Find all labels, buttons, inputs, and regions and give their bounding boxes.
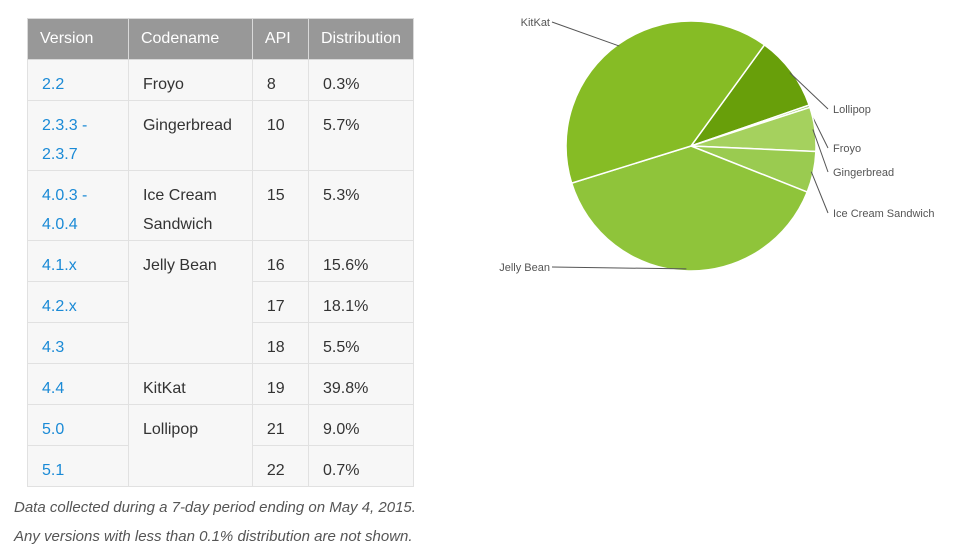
pie-label-lollipop: Lollipop bbox=[833, 104, 871, 116]
table-row: 4.1.x Jelly Bean 16 15.6% bbox=[27, 240, 415, 364]
header-version: Version bbox=[27, 18, 129, 60]
codename-cell: Gingerbread bbox=[127, 100, 253, 171]
table-row: 4.3 18 5.5% bbox=[27, 322, 415, 364]
table-row: 2.3.3 - 2.3.7 Gingerbread 10 5.7% bbox=[27, 100, 415, 171]
api-cell: 22 bbox=[251, 445, 309, 487]
distribution-cell: 5.7% bbox=[307, 100, 415, 171]
api-cell: 19 bbox=[251, 363, 309, 405]
codename-cell: Lollipop bbox=[127, 404, 253, 487]
table-row: 2.2 Froyo 8 0.3% bbox=[27, 59, 415, 101]
version-link[interactable]: 2.3.3 - 2.3.7 bbox=[27, 100, 129, 171]
api-cell: 21 bbox=[251, 404, 309, 446]
distribution-cell: 15.6% bbox=[307, 240, 415, 282]
version-link[interactable]: 4.1.x bbox=[27, 240, 129, 282]
pie-chart: Lollipop Froyo Gingerbread Ice Cream Sandwi… bbox=[499, 17, 935, 274]
version-link[interactable]: 2.2 bbox=[27, 59, 129, 101]
codename-cell: Froyo bbox=[127, 59, 253, 101]
callout-line-jelly-bean bbox=[551, 266, 687, 270]
pie-label-ice-cream-sandwich: Ice Cream Sandwich bbox=[833, 208, 935, 220]
callout-line-ice-cream-sandwich bbox=[810, 171, 829, 214]
distribution-cell: 18.1% bbox=[307, 281, 415, 323]
pie-label-gingerbread: Gingerbread bbox=[833, 167, 894, 179]
header-api: API bbox=[251, 18, 309, 60]
pie-slice-lollipop bbox=[688, 43, 811, 148]
pie-label-froyo: Froyo bbox=[833, 143, 861, 155]
table-row: 5.1 22 0.7% bbox=[27, 445, 415, 487]
distribution-cell: 0.7% bbox=[307, 445, 415, 487]
header-distribution: Distribution bbox=[307, 18, 415, 60]
distribution-cell: 39.8% bbox=[307, 363, 415, 405]
distribution-cell: 9.0% bbox=[307, 404, 415, 446]
pie-label-kitkat: KitKat bbox=[521, 17, 550, 29]
data-collection-note: Data collected during a 7-day period end… bbox=[14, 499, 416, 516]
callout-line-gingerbread bbox=[812, 129, 829, 173]
version-link[interactable]: 4.3 bbox=[27, 322, 129, 364]
api-cell: 17 bbox=[251, 281, 309, 323]
api-cell: 10 bbox=[251, 100, 309, 171]
table-row: 4.2.x 17 18.1% bbox=[27, 281, 415, 323]
version-link[interactable]: 4.4 bbox=[27, 363, 129, 405]
distribution-table: Version Codename API Distribution 2.2 Fr… bbox=[27, 18, 415, 487]
distribution-cell: 5.3% bbox=[307, 170, 415, 241]
api-cell: 15 bbox=[251, 170, 309, 241]
distribution-cell: 0.3% bbox=[307, 59, 415, 101]
codename-cell: KitKat bbox=[127, 363, 253, 405]
header-codename: Codename bbox=[127, 18, 253, 60]
version-link[interactable]: 5.1 bbox=[27, 445, 129, 487]
table-row: 4.4 KitKat 19 39.8% bbox=[27, 363, 415, 405]
distribution-cell: 5.5% bbox=[307, 322, 415, 364]
pie-label-jelly-bean: Jelly Bean bbox=[499, 262, 550, 274]
threshold-note: Any versions with less than 0.1% distrib… bbox=[14, 528, 413, 545]
api-cell: 18 bbox=[251, 322, 309, 364]
table-row: 5.0 Lollipop 21 9.0% bbox=[27, 404, 415, 487]
codename-cell: Jelly Bean bbox=[127, 240, 253, 364]
api-cell: 8 bbox=[251, 59, 309, 101]
api-cell: 16 bbox=[251, 240, 309, 282]
table-header-row: Version Codename API Distribution bbox=[27, 18, 415, 60]
callout-line-lollipop bbox=[789, 72, 829, 110]
table-row: 4.0.3 - 4.0.4 Ice Cream Sandwich 15 5.3% bbox=[27, 170, 415, 241]
version-link[interactable]: 5.0 bbox=[27, 404, 129, 446]
callout-line-kitkat bbox=[551, 21, 620, 47]
codename-cell: Ice Cream Sandwich bbox=[127, 170, 253, 241]
version-link[interactable]: 4.0.3 - 4.0.4 bbox=[27, 170, 129, 241]
pie-slice-kitkat bbox=[565, 20, 766, 185]
pie-slice-jelly-bean bbox=[570, 145, 809, 272]
version-link[interactable]: 4.2.x bbox=[27, 281, 129, 323]
